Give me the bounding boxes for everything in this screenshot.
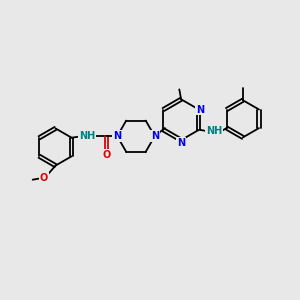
Text: N: N	[177, 137, 185, 148]
Text: N: N	[196, 104, 204, 115]
Text: N: N	[113, 131, 121, 141]
Text: O: O	[103, 150, 111, 160]
Text: NH: NH	[206, 126, 223, 136]
Text: O: O	[40, 173, 48, 183]
Text: N: N	[151, 131, 159, 141]
Text: NH: NH	[79, 131, 95, 141]
